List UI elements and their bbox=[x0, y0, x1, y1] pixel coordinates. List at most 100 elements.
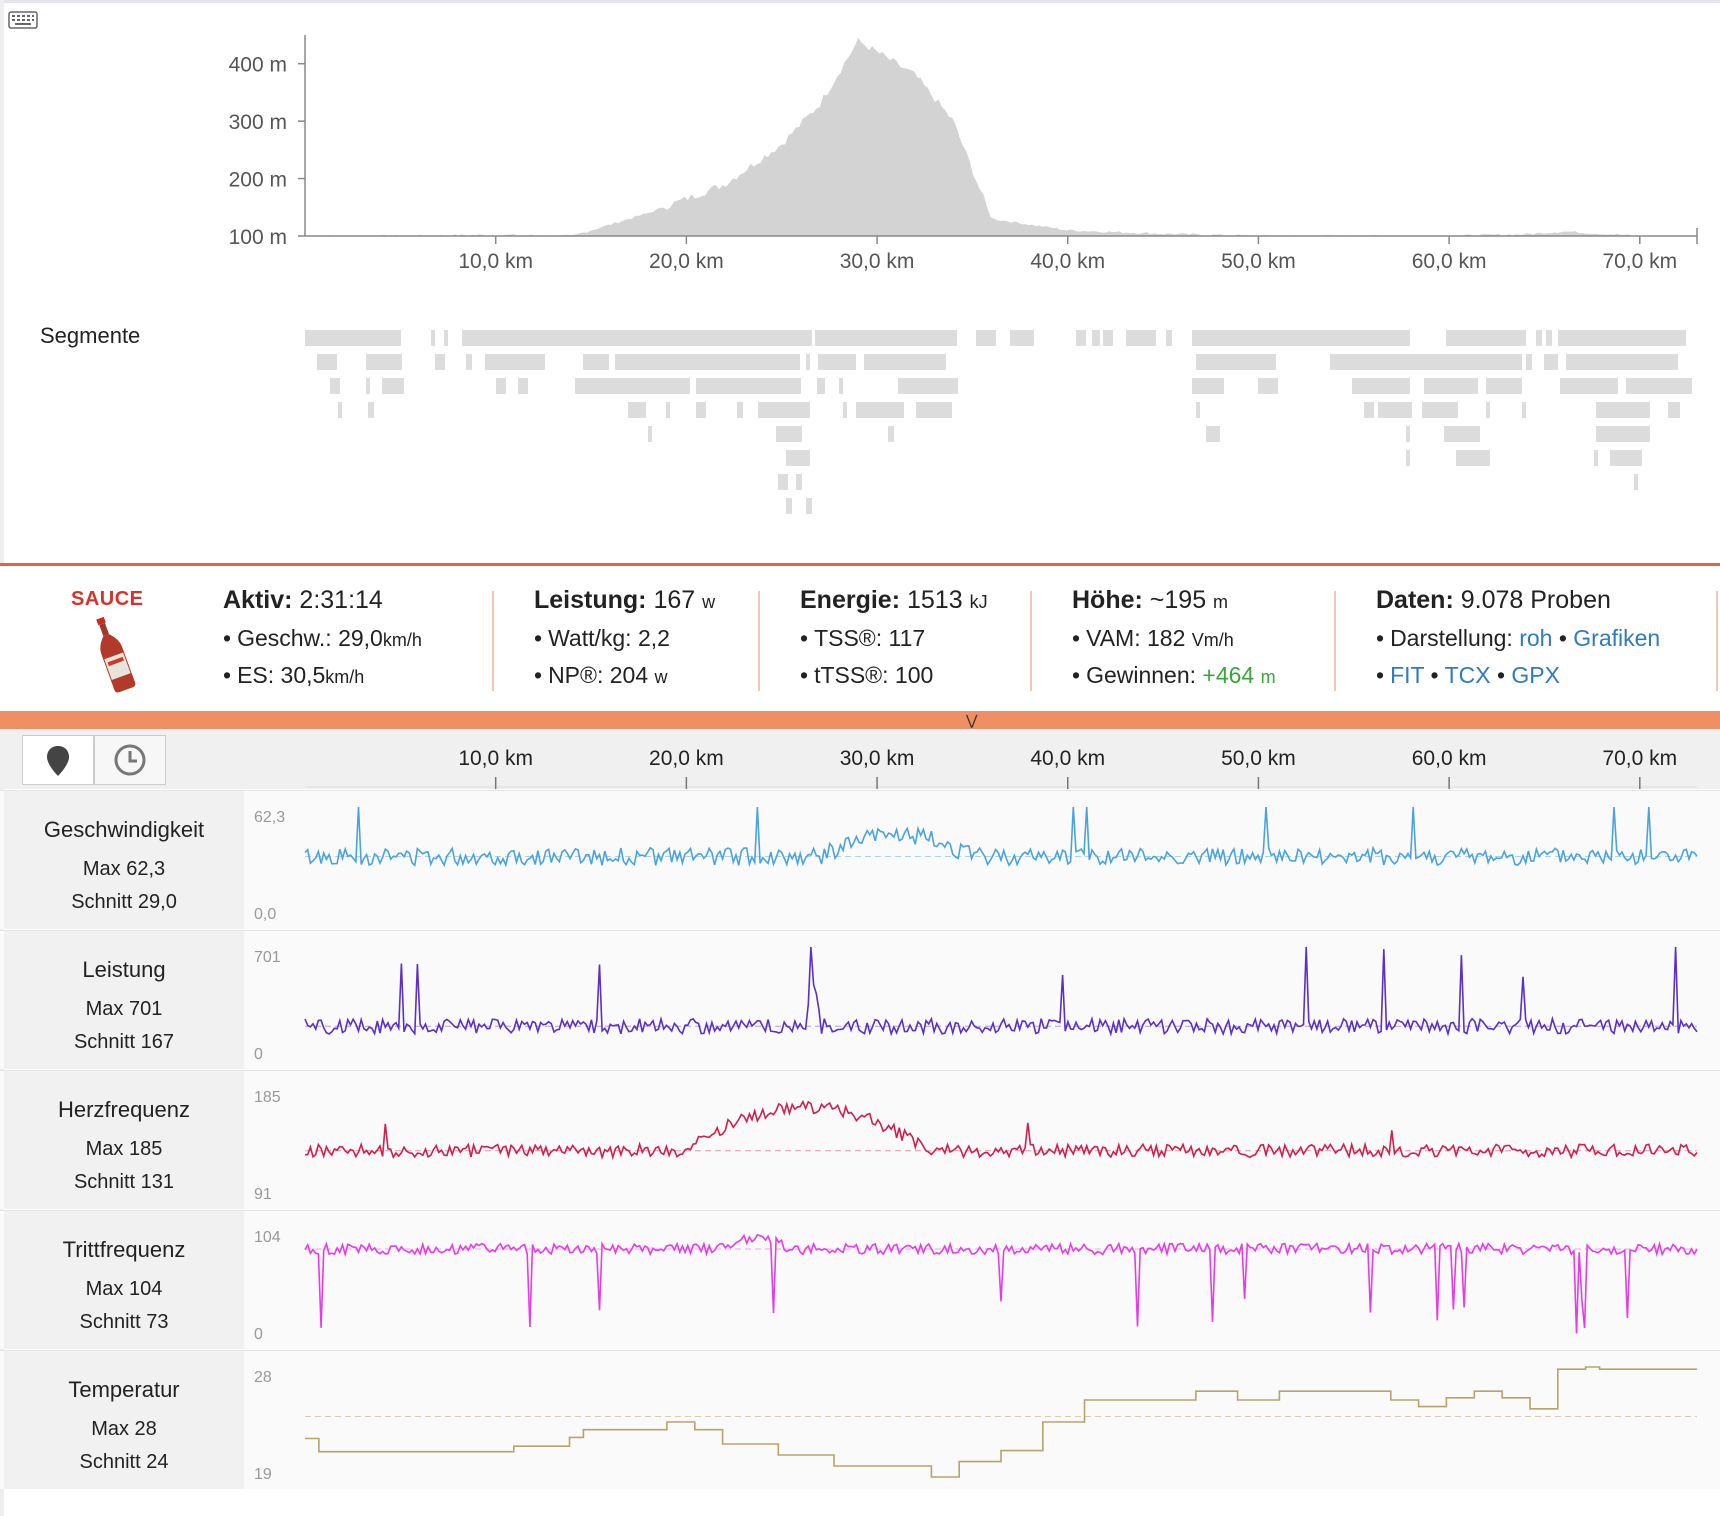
segment-bar[interactable] bbox=[666, 402, 670, 418]
segment-bar[interactable] bbox=[435, 354, 445, 370]
collapse-bar[interactable] bbox=[0, 711, 1720, 730]
segment-bar[interactable] bbox=[1486, 402, 1490, 418]
segment-bar[interactable] bbox=[317, 354, 337, 370]
segment-bar[interactable] bbox=[330, 378, 340, 394]
segment-bar[interactable] bbox=[696, 378, 801, 394]
segment-bar[interactable] bbox=[1406, 450, 1410, 466]
segment-bar[interactable] bbox=[806, 498, 812, 514]
segment-bar[interactable] bbox=[1666, 330, 1670, 346]
segment-bar[interactable] bbox=[1258, 378, 1278, 394]
segment-bar[interactable] bbox=[462, 330, 812, 346]
stream-line-chart[interactable] bbox=[0, 1351, 1720, 1489]
stream-panel-leistung[interactable]: Leistung Max 701 Schnitt 167 701 0 bbox=[0, 930, 1720, 1069]
segment-bar[interactable] bbox=[839, 378, 843, 394]
segment-bar[interactable] bbox=[786, 450, 810, 466]
segment-bar[interactable] bbox=[1076, 330, 1086, 346]
segment-bar[interactable] bbox=[628, 402, 646, 418]
segment-bar[interactable] bbox=[518, 378, 528, 394]
segment-bar[interactable] bbox=[843, 402, 847, 418]
segment-bar[interactable] bbox=[1126, 330, 1156, 346]
stream-line-chart[interactable] bbox=[0, 931, 1720, 1069]
stream-line-chart[interactable] bbox=[0, 791, 1720, 929]
stream-line-chart[interactable] bbox=[0, 1071, 1720, 1209]
segment-bar[interactable] bbox=[976, 330, 996, 346]
fit-link[interactable]: FIT bbox=[1390, 662, 1425, 688]
segment-bar[interactable] bbox=[1634, 474, 1638, 490]
segment-bar[interactable] bbox=[1092, 330, 1100, 346]
segment-bar[interactable] bbox=[864, 354, 946, 370]
roh-link[interactable]: roh bbox=[1519, 625, 1553, 651]
segment-bar[interactable] bbox=[615, 354, 800, 370]
segment-bar[interactable] bbox=[806, 354, 810, 370]
segment-bar[interactable] bbox=[1206, 426, 1220, 442]
segment-bar[interactable] bbox=[696, 402, 706, 418]
segment-bar[interactable] bbox=[1596, 402, 1650, 418]
segment-bar[interactable] bbox=[815, 330, 957, 346]
segment-bar[interactable] bbox=[1522, 402, 1526, 418]
segment-bar[interactable] bbox=[1352, 378, 1410, 394]
segment-bar[interactable] bbox=[1596, 426, 1650, 442]
segment-bar[interactable] bbox=[1196, 402, 1200, 418]
segment-bar[interactable] bbox=[1103, 330, 1113, 346]
segment-bar[interactable] bbox=[1192, 330, 1410, 346]
segment-bar[interactable] bbox=[1330, 354, 1522, 370]
segment-bar[interactable] bbox=[1526, 354, 1532, 370]
segment-bar[interactable] bbox=[1166, 330, 1172, 346]
segment-bar[interactable] bbox=[583, 354, 609, 370]
stream-panel-trittfrequenz[interactable]: Trittfrequenz Max 104 Schnitt 73 104 0 bbox=[0, 1210, 1720, 1349]
segment-bar[interactable] bbox=[305, 330, 401, 346]
segment-bar[interactable] bbox=[1192, 378, 1224, 394]
time-toggle-button[interactable] bbox=[94, 735, 166, 785]
segment-bar[interactable] bbox=[916, 402, 952, 418]
segment-bar[interactable] bbox=[1682, 330, 1686, 346]
segment-bar[interactable] bbox=[1558, 330, 1682, 346]
gpx-link[interactable]: GPX bbox=[1511, 662, 1560, 688]
segment-bar[interactable] bbox=[1544, 354, 1558, 370]
segment-bar[interactable] bbox=[1546, 330, 1552, 346]
grafiken-link[interactable]: Grafiken bbox=[1573, 625, 1661, 651]
segment-bar[interactable] bbox=[1422, 402, 1458, 418]
chevron-double-down-icon[interactable]: ⋁ bbox=[966, 712, 978, 728]
segment-bar[interactable] bbox=[1444, 426, 1480, 442]
stream-panel-temperatur[interactable]: Temperatur Max 28 Schnitt 24 28 19 bbox=[0, 1350, 1720, 1489]
segment-bar[interactable] bbox=[1406, 426, 1410, 442]
segment-bar[interactable] bbox=[1010, 330, 1034, 346]
stream-panel-geschwindigkeit[interactable]: Geschwindigkeit Max 62,3 Schnitt 29,0 62,3 0… bbox=[0, 790, 1720, 929]
segment-bar[interactable] bbox=[818, 354, 856, 370]
segment-bar[interactable] bbox=[817, 378, 825, 394]
distance-toggle-button[interactable] bbox=[22, 735, 94, 785]
tcx-link[interactable]: TCX bbox=[1444, 662, 1491, 688]
keyboard-icon[interactable] bbox=[8, 10, 38, 30]
segment-bar[interactable] bbox=[1486, 378, 1522, 394]
segment-bar[interactable] bbox=[366, 354, 402, 370]
stream-line-chart[interactable] bbox=[0, 1211, 1720, 1349]
segment-bar[interactable] bbox=[1364, 402, 1374, 418]
segment-bar[interactable] bbox=[444, 330, 448, 346]
segment-bar[interactable] bbox=[1566, 354, 1678, 370]
segment-bar[interactable] bbox=[776, 426, 802, 442]
segment-bar[interactable] bbox=[496, 378, 506, 394]
segment-bar[interactable] bbox=[1446, 330, 1526, 346]
segment-bar[interactable] bbox=[1196, 354, 1276, 370]
segment-bar[interactable] bbox=[856, 402, 904, 418]
segment-bar[interactable] bbox=[366, 378, 370, 394]
segment-bar[interactable] bbox=[575, 378, 690, 394]
segment-bar[interactable] bbox=[796, 474, 802, 490]
segment-bar[interactable] bbox=[1594, 450, 1598, 466]
segment-bar[interactable] bbox=[778, 474, 788, 490]
segment-bar[interactable] bbox=[898, 378, 958, 394]
segment-bar[interactable] bbox=[1626, 378, 1692, 394]
segment-bar[interactable] bbox=[382, 378, 404, 394]
segment-bar[interactable] bbox=[1456, 450, 1490, 466]
segment-bar[interactable] bbox=[466, 354, 472, 370]
stream-panel-herzfrequenz[interactable]: Herzfrequenz Max 185 Schnitt 131 185 91 bbox=[0, 1070, 1720, 1209]
segment-bar[interactable] bbox=[1560, 378, 1618, 394]
segment-bar[interactable] bbox=[1424, 378, 1478, 394]
segment-bar[interactable] bbox=[888, 426, 894, 442]
segment-bar[interactable] bbox=[648, 426, 652, 442]
segment-bar[interactable] bbox=[1668, 402, 1680, 418]
segment-bar[interactable] bbox=[338, 402, 342, 418]
segment-bar[interactable] bbox=[786, 498, 792, 514]
segment-bar[interactable] bbox=[1378, 402, 1412, 418]
segments-bars[interactable] bbox=[0, 0, 1720, 540]
